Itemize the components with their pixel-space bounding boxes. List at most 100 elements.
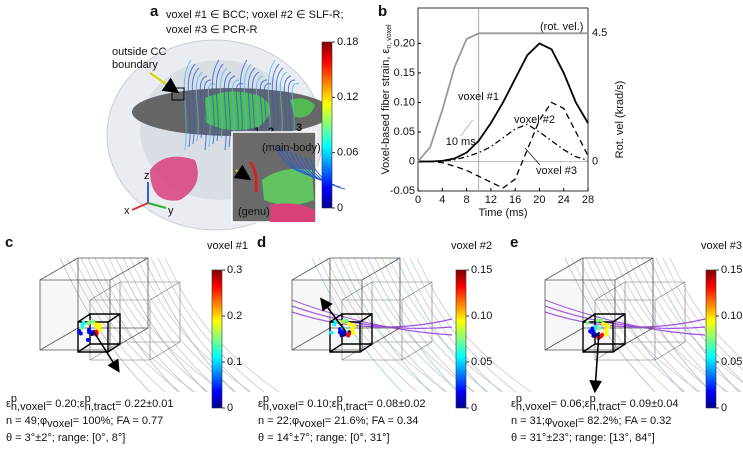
- inset-green: [262, 168, 314, 205]
- x-tick-label: 24: [558, 194, 570, 206]
- strain-point: [85, 337, 90, 342]
- green-region: [290, 98, 315, 118]
- stat-text: ε: [585, 398, 590, 410]
- strain-point: [81, 321, 86, 326]
- cube-edge: [39, 327, 79, 351]
- fiber: [279, 71, 288, 139]
- colorbar-tick-label: 0: [337, 202, 343, 214]
- strain-point: [344, 318, 349, 323]
- fiber: [346, 257, 446, 393]
- stat-text: φ: [292, 415, 299, 427]
- inset-label: (main-body): [262, 142, 321, 154]
- panel-title: voxel #3: [701, 240, 742, 252]
- cube-edge: [654, 281, 686, 301]
- cube-edge: [149, 281, 181, 301]
- fiber: [339, 257, 431, 393]
- plot-frame: [417, 7, 589, 192]
- panel-label: a: [150, 3, 159, 20]
- stat-sup: p: [11, 393, 17, 405]
- fiber: [187, 63, 196, 148]
- colorbar: [705, 269, 717, 409]
- y-tick-label: 0.20: [394, 37, 415, 49]
- cube-edge: [612, 313, 626, 323]
- fiber: [409, 257, 517, 393]
- pink-region: [150, 156, 198, 201]
- fiber: [219, 67, 228, 139]
- stat-sub: n,voxel: [263, 401, 298, 413]
- cube-edge: [544, 257, 584, 281]
- y2-axis-title: Rot. vel (krad/s): [614, 81, 626, 159]
- cube-edge: [39, 257, 79, 281]
- cube-edge: [341, 281, 373, 301]
- axis-label: y: [168, 205, 174, 217]
- cube-edge: [89, 281, 121, 301]
- stat-sub: n,voxel: [11, 401, 46, 413]
- cube-edge: [594, 281, 626, 301]
- stat-text: ε: [80, 398, 85, 410]
- fiber: [164, 257, 280, 393]
- strain-point: [351, 324, 356, 329]
- stat-sup: p: [337, 393, 343, 405]
- fiber: [662, 257, 743, 371]
- axis-x: [131, 202, 149, 211]
- cube-edge: [291, 327, 331, 351]
- stat-text: ε: [6, 398, 11, 410]
- colorbar-tick-label: 0.15: [471, 264, 492, 276]
- stat-text: = 100%; FA = 0.77: [73, 415, 164, 427]
- colorbar-tick-label: 0.10: [471, 310, 492, 322]
- y-tick-label: 0.15: [394, 67, 415, 79]
- fiber: [585, 257, 701, 393]
- fiber: [80, 257, 196, 393]
- strain-point: [595, 318, 600, 323]
- fiber: [215, 63, 224, 142]
- series-label: (rot. vel.): [540, 21, 583, 33]
- stat-text: θ = 14°±7°; range: [0°, 31°]: [258, 432, 390, 444]
- colorbar: [321, 41, 333, 209]
- strain-point: [339, 333, 344, 338]
- x-tick-label: 0: [415, 194, 421, 206]
- strain-point: [329, 330, 334, 335]
- fiber: [360, 257, 476, 393]
- fiber: [318, 257, 418, 393]
- colorbar-tick-label: 0.1: [227, 356, 242, 368]
- cube-edge: [77, 313, 91, 323]
- callout-text: outside CC: [112, 46, 166, 58]
- cube-face: [291, 279, 363, 351]
- colorbar-tick-label: 0: [227, 402, 233, 414]
- y-tick-label: 0.05: [394, 126, 415, 138]
- y2-tick-label: 0: [592, 155, 598, 167]
- fiber: [207, 83, 216, 148]
- stat-text: = 0.22±0.01: [115, 398, 173, 410]
- fiber: [416, 257, 532, 393]
- strain-point: [91, 319, 96, 324]
- stat-sub: voxel: [552, 418, 578, 430]
- strain-point: [87, 327, 92, 332]
- series-line: [418, 123, 589, 163]
- stat-text: = 0.10;: [298, 398, 332, 410]
- x-tick-label: 4: [439, 194, 445, 206]
- series-label: voxel #2: [514, 114, 555, 126]
- callout-arrow: [149, 72, 180, 94]
- cube-edge: [361, 257, 401, 281]
- cube-edge: [149, 341, 181, 361]
- cube-edge: [612, 343, 626, 353]
- stat-text: φ: [40, 415, 47, 427]
- series-label: voxel #1: [458, 91, 499, 103]
- fiber: [108, 257, 224, 393]
- y-tick-label: 0: [409, 155, 415, 167]
- colorbar-tick-label: 0.05: [721, 356, 742, 368]
- fiber: [211, 59, 220, 145]
- fiber: [223, 71, 232, 151]
- axis-label: x: [124, 205, 130, 217]
- panel-title: voxel #2: [451, 240, 492, 252]
- stat-sub: n,tract: [590, 401, 621, 413]
- strain-point: [77, 329, 82, 334]
- panel-title: voxel #1: [207, 240, 248, 252]
- vline-pointer: [460, 119, 473, 137]
- inset-pink: [270, 203, 315, 222]
- inset-arrow: [233, 164, 252, 181]
- x-axis-title: Time (ms): [478, 207, 527, 219]
- callout-text: boundary: [112, 59, 158, 71]
